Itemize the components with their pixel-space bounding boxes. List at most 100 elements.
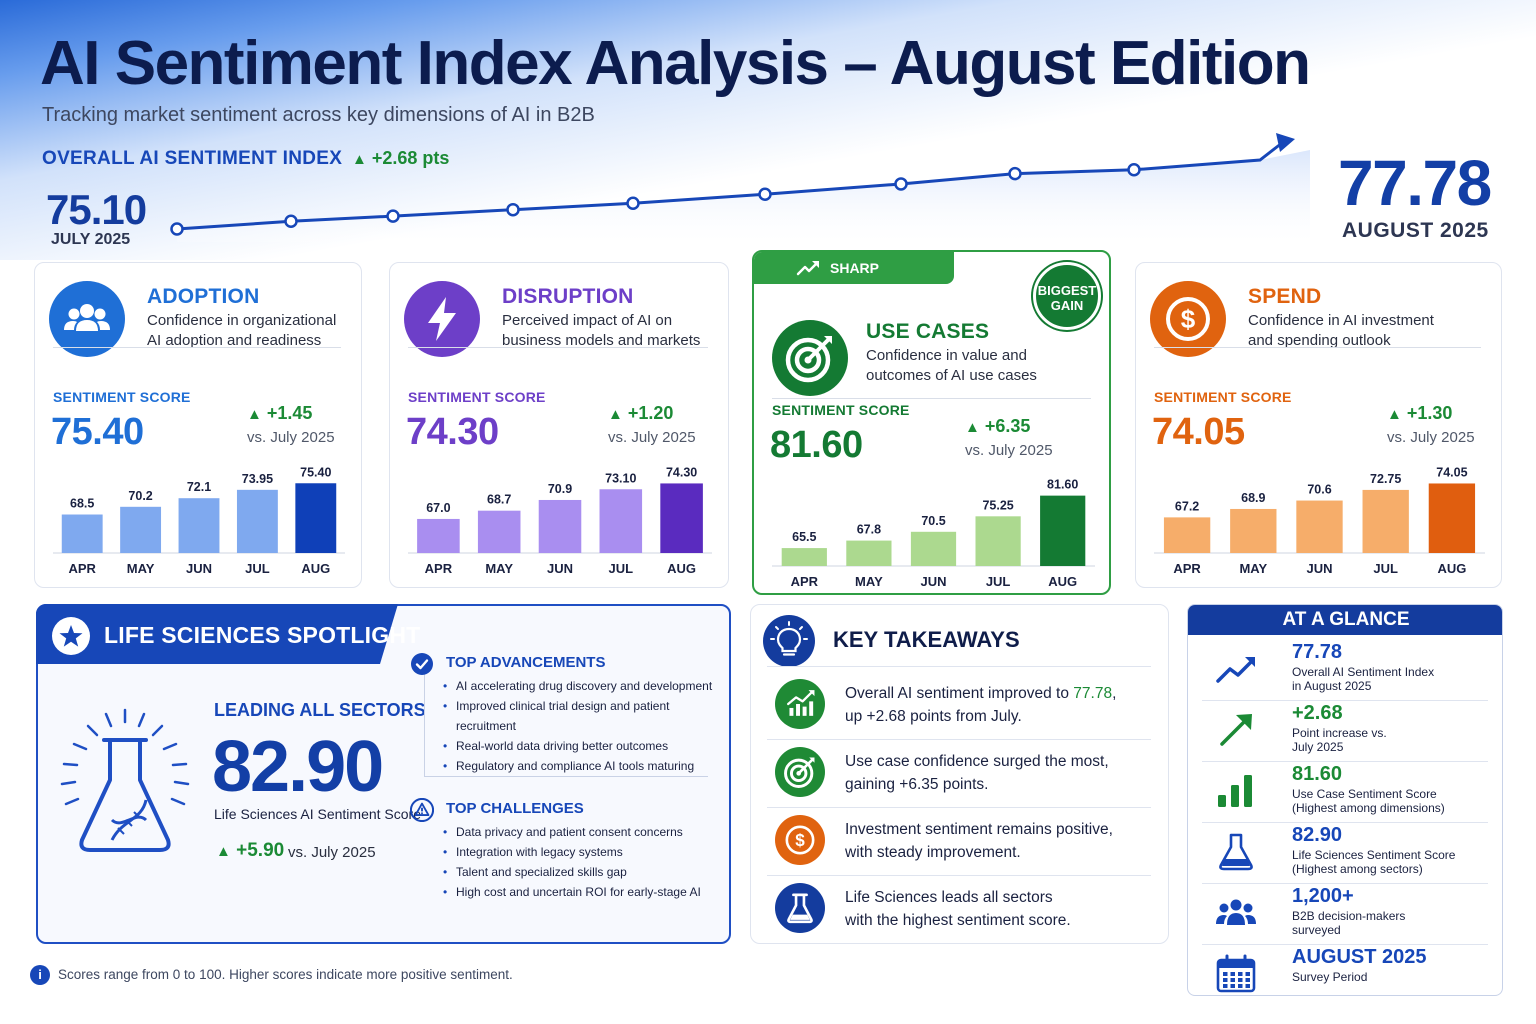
trend-point-8 — [1008, 166, 1022, 181]
sharp-increase-text: SHARP INCREASE — [830, 260, 903, 308]
lightbulb-icon — [763, 615, 815, 667]
list-item: Integration with legacy systems — [443, 842, 701, 862]
takeaway-highlight: 77.78 — [1073, 685, 1113, 702]
bar-jun — [538, 499, 582, 553]
sentiment-score-label: SENTIMENT SCORE — [408, 389, 546, 405]
bar-aug — [295, 483, 337, 553]
trend-point-7 — [894, 177, 908, 191]
bar-category-label: MAY — [855, 574, 883, 589]
bar-category-label: JUN — [920, 574, 946, 589]
bar-category-label: JUL — [245, 561, 270, 576]
takeaway-line: up +2.68 points from July. — [845, 708, 1022, 725]
flask-dna-icon — [60, 708, 190, 852]
takeaway-line: gaining +6.35 points. — [845, 776, 989, 793]
glance-label-line: (Highest among sectors) — [1292, 862, 1423, 876]
glance-value: 1,200+ — [1292, 885, 1354, 907]
description-line: outcomes of AI use cases — [866, 367, 1037, 384]
bar-category-label: MAY — [1239, 561, 1267, 576]
glance-value: 77.78 — [1292, 641, 1343, 663]
bar-category-label: AUG — [301, 561, 330, 576]
glance-row: 82.90 Life Sciences Sentiment Score (Highe… — [1202, 822, 1488, 883]
divider — [1202, 761, 1488, 762]
card-bar-chart: 67.2 APR 68.9 MAY 70.6 JUN 72.75 JUL 74.05 AUG — [1154, 465, 1485, 576]
advancements-title: TOP ADVANCEMENTS — [446, 654, 606, 671]
takeaway-line: Overall AI sentiment improved to 77.78, — [845, 682, 1145, 705]
challenges-title: TOP CHALLENGES — [446, 800, 584, 817]
takeaway-text: Life Sciences leads all sectors with the … — [845, 886, 1145, 932]
glance-label-line: Point increase vs. — [1292, 726, 1387, 740]
flask-icon — [1214, 832, 1258, 877]
bar-value-label: 74.30 — [666, 465, 697, 479]
bar-value-label: 65.5 — [792, 530, 816, 544]
bar-aug — [660, 483, 703, 553]
sentiment-score-value: 75.40 — [51, 411, 144, 453]
bar-category-label: JUN — [1306, 561, 1332, 576]
bar-category-label: AUG — [1437, 561, 1466, 576]
takeaway-text: Investment sentiment remains positive, wi… — [845, 818, 1145, 864]
bar-chart-icon — [1214, 771, 1258, 816]
bar-value-label: 70.5 — [921, 514, 945, 528]
bar-apr — [417, 518, 460, 553]
divider — [53, 347, 341, 348]
glance-label-line: surveyed — [1292, 923, 1341, 937]
score-change: ▲ +1.45 — [247, 403, 312, 424]
bar-category-label: AUG — [1048, 574, 1077, 589]
bar-category-label: JUN — [186, 561, 212, 576]
card-use-cases: SHARP INCREASE BIGGEST GAIN USE CASES Confid… — [752, 250, 1111, 595]
biggest-gain-line2: GAIN — [1050, 298, 1084, 313]
warning-icon — [410, 798, 434, 822]
card-description: Confidence in AI investment and spending … — [1248, 311, 1434, 351]
bar-value-label: 74.05 — [1436, 465, 1467, 479]
divider — [1202, 822, 1488, 823]
bar-value-label: 81.60 — [1047, 478, 1078, 492]
page-subtitle: Tracking market sentiment across key dim… — [42, 104, 595, 126]
bar-value-label: 75.25 — [982, 498, 1013, 512]
divider — [767, 666, 1151, 667]
divider — [424, 658, 425, 776]
takeaway-text-part: Investment sentiment remains positive, — [845, 821, 1113, 838]
bar-apr — [61, 514, 103, 553]
users-icon — [1214, 893, 1258, 938]
life-sciences-title: LIFE SCIENCES SPOTLIGHT — [104, 622, 421, 648]
divider — [424, 776, 708, 777]
dollar-icon: $ — [775, 815, 825, 865]
overall-trend-chart — [170, 133, 1310, 242]
divider — [772, 398, 1091, 399]
card-bar-chart: 68.5 APR 70.2 MAY 72.1 JUN 73.95 JUL 75.40 AUG — [53, 465, 345, 576]
key-takeaways-title: KEY TAKEAWAYS — [833, 627, 1020, 652]
divider — [1154, 347, 1481, 348]
trend-point-4 — [506, 202, 520, 217]
glance-row: 1,200+ B2B decision-makers surveyed — [1202, 883, 1488, 944]
takeaway-row: $ Investment sentiment remains positive, w… — [767, 807, 1151, 875]
score-change: ▲ +1.30 — [1387, 403, 1452, 424]
advancements-list: AI accelerating drug discovery and devel… — [443, 676, 729, 776]
up-triangle-icon: ▲ — [216, 843, 231, 860]
bar-jul — [1362, 489, 1409, 553]
leading-label: LEADING ALL SECTORS — [214, 700, 426, 720]
glance-label: Use Case Sentiment Score (Highest among d… — [1292, 787, 1492, 815]
card-bar-chart: 65.5 APR 67.8 MAY 70.5 JUN 75.25 JUL 81.60 AUG — [772, 478, 1095, 589]
description-line: Confidence in AI investment — [1248, 312, 1434, 329]
bar-aug — [1428, 483, 1476, 553]
divider — [408, 347, 708, 348]
bar-jun — [1296, 500, 1343, 553]
sentiment-score-label: SENTIMENT SCORE — [772, 402, 910, 418]
glance-value: 81.60 — [1292, 763, 1343, 785]
glance-label-line: Use Case Sentiment Score — [1292, 787, 1437, 801]
check-circle-icon — [411, 653, 433, 675]
bar-value-label: 75.40 — [300, 465, 331, 479]
divider — [1202, 944, 1488, 945]
up-triangle-icon: ▲ — [608, 406, 623, 423]
life-sciences-header — [36, 604, 392, 664]
bar-category-label: APR — [791, 574, 819, 589]
divider — [767, 807, 1151, 808]
score-vs-label: vs. July 2025 — [608, 429, 696, 446]
bar-may — [846, 540, 892, 566]
glance-label: Life Sciences Sentiment Score (Highest am… — [1292, 848, 1492, 876]
list-item: Talent and specialized skills gap — [443, 862, 701, 882]
bar-category-label: JUN — [547, 561, 573, 576]
divider — [767, 739, 1151, 740]
glance-value: 82.90 — [1292, 824, 1343, 846]
description-line: Confidence in value and — [866, 347, 1027, 364]
card-title: ADOPTION — [147, 285, 260, 308]
